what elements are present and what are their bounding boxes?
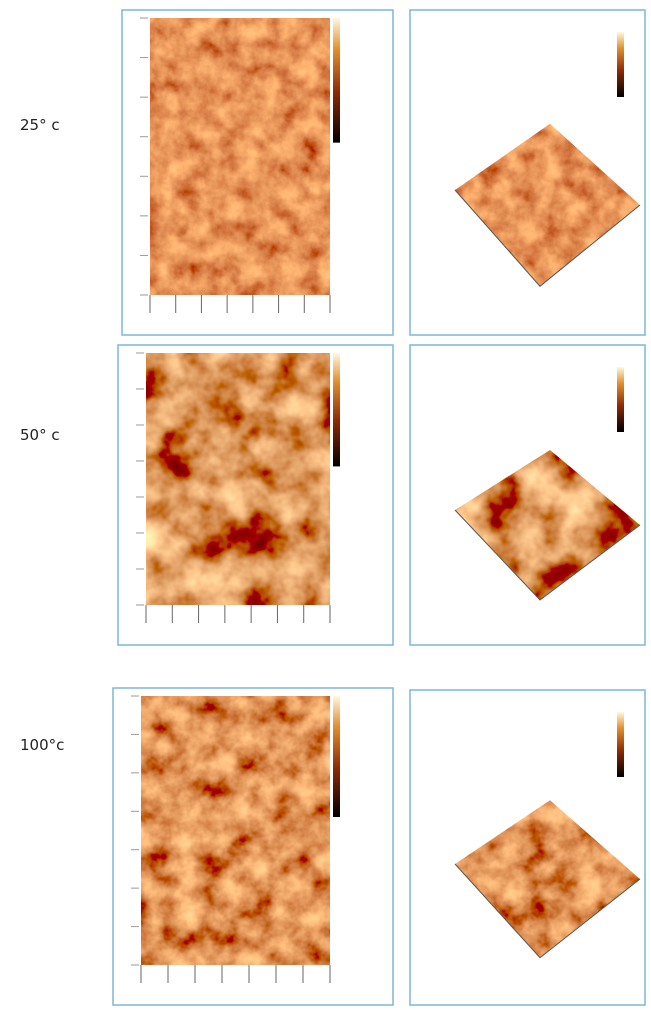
color-bar [617,367,624,432]
row-label: 100°c [20,736,64,754]
afm-image [150,18,330,295]
afm-figure: 25° c 50° c 100°c [0,0,651,1010]
color-bar [333,18,340,143]
afm-image [146,353,330,605]
row-label: 50° c [20,426,60,444]
color-bar [617,712,624,777]
afm-image [141,696,330,965]
color-bar [617,32,624,97]
row-label: 25° c [20,116,60,134]
color-bar [333,353,340,466]
color-bar [333,696,340,817]
panels: 25° c 50° c 100°c [20,10,645,1005]
